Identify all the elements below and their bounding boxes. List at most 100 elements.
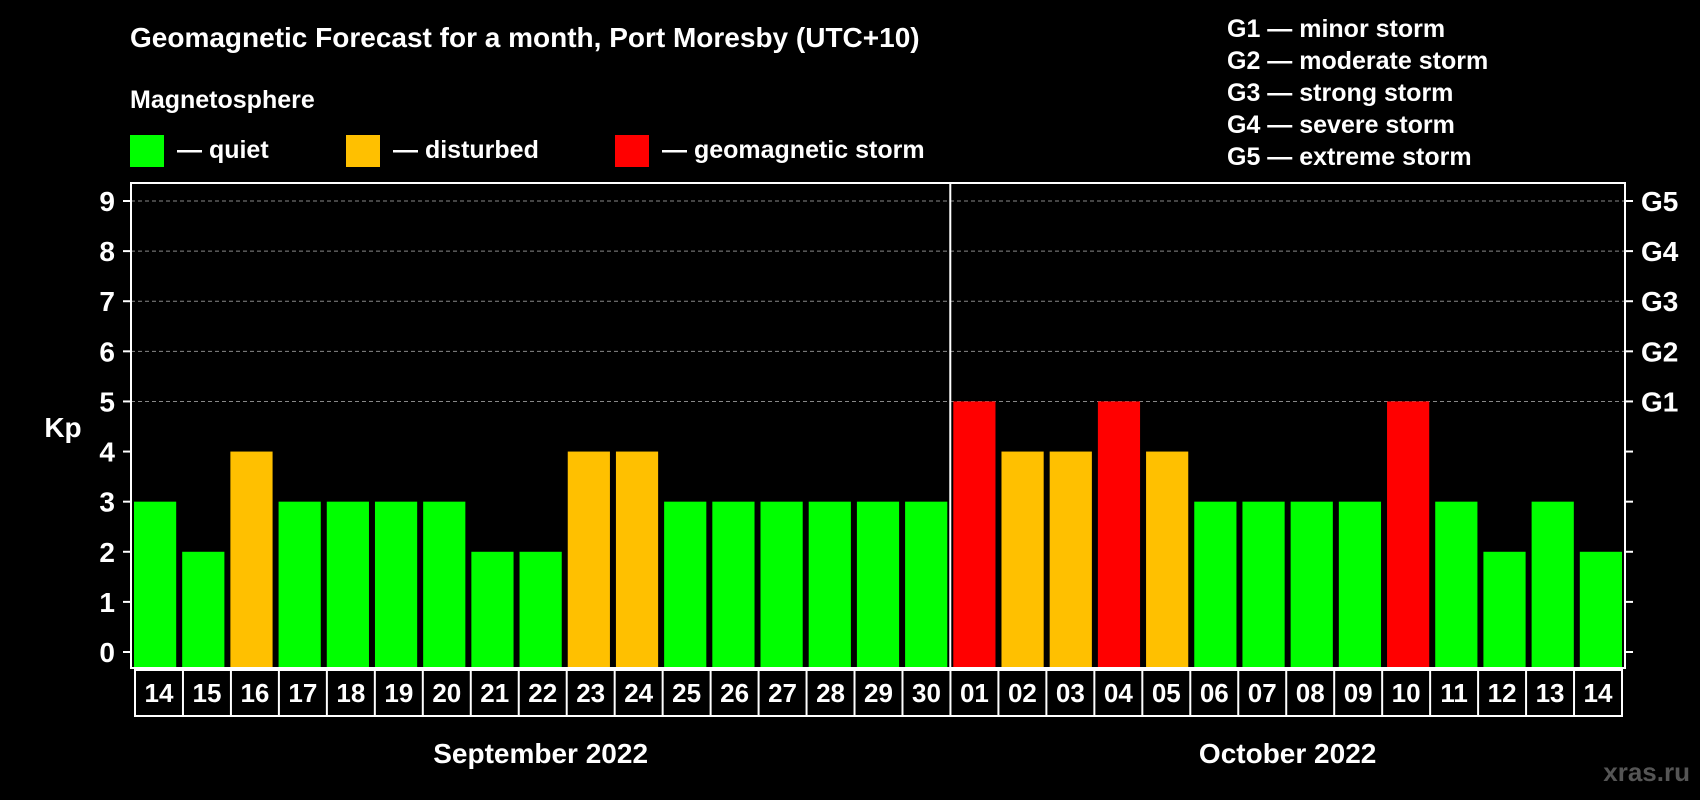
- bar-5: [326, 501, 369, 667]
- category-label-8: 21: [480, 678, 509, 708]
- storm-level-label-g3: G3: [1641, 286, 1678, 317]
- category-label-21: 04: [1104, 678, 1133, 708]
- bar-2: [182, 551, 225, 667]
- storm-level-label-g4: G4: [1641, 236, 1679, 267]
- bar-14: [760, 501, 803, 667]
- storm-level-ticks: G1 G2 G3 G4 G5: [1641, 186, 1679, 417]
- y-tick-label-6: 6: [99, 336, 115, 367]
- y-axis-label: Kp: [44, 412, 81, 443]
- y-tick-label-0: 0: [99, 637, 115, 668]
- category-label-26: 09: [1344, 678, 1373, 708]
- bar-26: [1338, 501, 1382, 667]
- bar-18: [953, 401, 996, 667]
- y-tick-label-3: 3: [99, 487, 115, 518]
- plot-frame: [130, 182, 1626, 669]
- bar-17: [905, 501, 948, 667]
- category-label-28: 11: [1440, 678, 1468, 708]
- category-label-3: 16: [240, 678, 269, 708]
- category-label-1: 14: [145, 678, 174, 708]
- category-label-7: 20: [432, 678, 461, 708]
- bar-10: [567, 451, 610, 667]
- category-label-4: 17: [288, 678, 317, 708]
- bar-27: [1387, 401, 1430, 667]
- bar-24: [1242, 501, 1285, 667]
- y-tick-label-2: 2: [99, 537, 115, 568]
- bar-28: [1435, 501, 1478, 667]
- category-label-25: 08: [1296, 678, 1325, 708]
- month-label-1: September 2022: [433, 738, 648, 769]
- bars: [134, 401, 1622, 667]
- bar-1: [134, 501, 177, 667]
- bar-8: [471, 551, 514, 667]
- bar-4: [278, 501, 321, 667]
- bar-6: [374, 501, 418, 667]
- bar-15: [808, 501, 851, 667]
- legend-swatch-3: [615, 135, 649, 167]
- category-label-29: 12: [1488, 678, 1517, 708]
- bar-20: [1049, 451, 1092, 667]
- category-box-frame: [134, 669, 1623, 717]
- y-tick-label-8: 8: [99, 236, 115, 267]
- category-label-31: 14: [1584, 678, 1613, 708]
- legend-swatch-2: [346, 135, 380, 167]
- bar-3: [230, 451, 273, 667]
- category-label-23: 06: [1200, 678, 1229, 708]
- y-tick-label-4: 4: [99, 437, 115, 468]
- month-labels: September 2022 October 2022: [433, 738, 1376, 769]
- month-label-2: October 2022: [1199, 738, 1376, 769]
- storm-scale-legend: G1 — minor storm G2 — moderate storm G3 — …: [1227, 15, 1488, 171]
- category-label-10: 23: [576, 678, 605, 708]
- bar-30: [1531, 501, 1574, 667]
- category-label-24: 07: [1248, 678, 1277, 708]
- storm-scale-item-1: G1 — minor storm: [1227, 15, 1445, 43]
- category-label-5: 18: [336, 678, 365, 708]
- bar-29: [1483, 551, 1526, 667]
- bar-16: [856, 501, 900, 667]
- category-label-11: 24: [624, 678, 653, 708]
- bar-23: [1194, 501, 1237, 667]
- storm-scale-item-2: G2 — moderate storm: [1227, 47, 1488, 75]
- bar-31: [1579, 551, 1622, 667]
- storm-level-label-g5: G5: [1641, 186, 1678, 217]
- category-label-27: 10: [1392, 678, 1421, 708]
- category-label-6: 19: [384, 678, 413, 708]
- storm-level-label-g2: G2: [1641, 336, 1678, 367]
- category-label-9: 22: [528, 678, 557, 708]
- legend-heading: Magnetosphere: [130, 86, 315, 114]
- y-tick-label-9: 9: [99, 186, 115, 217]
- y-tick-label-7: 7: [99, 286, 115, 317]
- category-label-30: 13: [1536, 678, 1565, 708]
- category-label-17: 30: [912, 678, 941, 708]
- y-tick-label-1: 1: [99, 587, 115, 618]
- storm-scale-item-3: G3 — strong storm: [1227, 79, 1453, 107]
- category-label-13: 26: [720, 678, 749, 708]
- bar-13: [712, 501, 755, 667]
- y-axis-ticks: 0 1 2 3 4 5 6 7 8 9: [99, 186, 1633, 668]
- storm-level-label-g1: G1: [1641, 386, 1678, 417]
- storm-scale-item-4: G4 — severe storm: [1227, 111, 1455, 139]
- bar-12: [664, 501, 707, 667]
- bar-9: [519, 551, 562, 667]
- bar-21: [1097, 401, 1141, 667]
- category-label-14: 27: [768, 678, 797, 708]
- y-tick-label-5: 5: [99, 386, 115, 417]
- category-label-15: 28: [816, 678, 845, 708]
- category-label-16: 29: [864, 678, 893, 708]
- category-label-18: 01: [960, 678, 989, 708]
- bar-11: [615, 451, 659, 667]
- x-axis-categories: 14 15 16 17 18 19 20 21 22 23 24 25 26 27 28 29 30 01 02 03…: [134, 669, 1623, 717]
- legend-label-1: — quiet: [177, 136, 269, 164]
- watermark: xras.ru: [1603, 757, 1690, 787]
- legend-label-3: — geomagnetic storm: [662, 136, 925, 164]
- bar-25: [1290, 501, 1333, 667]
- axes: [130, 182, 1626, 669]
- grid-lines: [131, 200, 1625, 402]
- legend-swatch-1: [130, 135, 164, 167]
- category-label-20: 03: [1056, 678, 1085, 708]
- chart-title: Geomagnetic Forecast for a month, Port M…: [130, 22, 920, 53]
- category-label-12: 25: [672, 678, 701, 708]
- category-label-22: 05: [1152, 678, 1181, 708]
- legend: — quiet — disturbed — geomagnetic storm: [130, 135, 925, 167]
- bar-19: [1001, 451, 1044, 667]
